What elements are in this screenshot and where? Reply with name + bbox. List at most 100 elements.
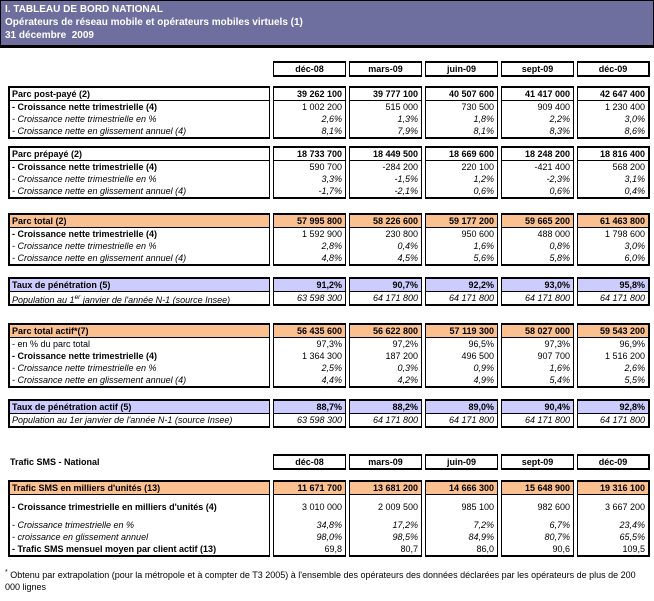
row-label: Parc total (2) [10,215,269,228]
table-cell: 14 666 300 [426,482,497,495]
table-cell: 7,2% [473,520,494,530]
row-label: - Croissance nette trimestrielle (4) [12,229,158,239]
table-cell: 95,8% [578,279,648,292]
table-cell: 23,4% [619,520,645,530]
table-cell: 8,1% [473,126,494,136]
table-cell: 3 010 000 [301,502,342,512]
row-label: Parc post-payé (2) [10,88,269,101]
table-cell: 568 200 [612,162,645,172]
column-header-0: déc-08 [273,454,346,470]
table-cell: -2,3% [546,174,570,184]
row-label: - croissance en glissement annuel [12,532,149,542]
table-cell: 41 417 000 [502,88,573,101]
table-cell: -421 400 [534,162,570,172]
table-cell: 1 592 900 [301,229,342,239]
table-cell: 0,3% [397,363,418,373]
row-label: - Croissance nette trimestrielle (4) [12,102,158,112]
table-parc-total: Parc total (2) - Croissance nette trimest… [8,213,654,266]
table-cell: 56 435 600 [274,325,345,338]
column-header-4: déc-09 [577,61,650,77]
data-column-2: 18 669 600 220 100 1,2% 0,6% [425,146,498,199]
table-cell: 64 171 800 [599,293,645,303]
table-cell: 93,0% [502,279,573,292]
data-column-3: 90,4% 64 171 800 [501,399,574,428]
data-column-2: 57 119 300 96,5% 496 500 0,9% 4,9% [425,323,498,388]
table-cell: 39 777 100 [350,88,421,101]
table-parc-prepaye: Parc prépayé (2) - Croissance nette trime… [8,146,654,199]
table-cell: 39 262 100 [274,88,345,101]
table-cell: 3,1% [624,174,645,184]
column-header-4: déc-09 [577,454,650,470]
table-cell: -2,1% [394,186,418,196]
table-cell: 64 171 800 [599,415,645,425]
data-column-3: 93,0% 64 171 800 [501,277,574,306]
row-label: - Croissance nette trimestrielle en % [12,241,157,251]
data-column-0: 18 733 700 590 700 3,3% -1,7% [273,146,346,199]
table-cell: 15 648 900 [502,482,573,495]
table-cell: 2,6% [624,363,645,373]
data-column-0: 39 262 100 1 002 200 2,6% 8,1% [273,86,346,139]
data-column-0: 56 435 600 97,3% 1 364 300 2,5% 4,4% [273,323,346,388]
data-column-4: 42 647 400 1 230 400 3,0% 8,6% [577,86,650,139]
table-cell: 4,5% [397,253,418,263]
table-cell: 90,6 [552,544,570,554]
table-cell: 2,8% [321,241,342,251]
row-label: Taux de pénétration actif (5) [10,401,269,414]
table-cell: 5,8% [549,253,570,263]
column-header-3: sept-09 [501,61,574,77]
table-cell: 909 400 [537,102,570,112]
table-cell: 220 100 [461,162,494,172]
row-label: - Croissance nette trimestrielle en % [12,174,157,184]
table-cell: 985 100 [461,502,494,512]
table-cell: 96,5% [468,339,494,349]
table-cell: 1,3% [397,114,418,124]
table-cell: 1 230 400 [604,102,645,112]
data-column-4: 61 463 800 1 798 600 3,0% 6,0% [577,213,650,266]
table-cell: 18 449 500 [350,148,421,161]
table-cell: 90,4% [502,401,573,414]
table-cell: 1 002 200 [301,102,342,112]
table-cell: 230 800 [385,229,418,239]
sms-section-label: Trafic SMS - National [10,457,100,467]
data-column-4: 92,8% 64 171 800 [577,399,650,428]
table-cell: 4,9% [473,375,494,385]
data-column-4: 59 543 200 96,9% 1 516 200 2,6% 5,5% [577,323,650,388]
table-cell: 488 000 [537,229,570,239]
row-label: - Croissance nette en glissement annuel … [12,126,187,136]
data-column-2: 92,2% 64 171 800 [425,277,498,306]
table-cell: 8,1% [321,126,342,136]
row-label: Population au 1er janvier de l'année N-1… [12,415,233,425]
table-cell: 96,9% [619,339,645,349]
page-title: I. TABLEAU DE BORD NATIONAL [5,4,163,15]
table-cell: 17,2% [392,520,418,530]
table-cell: 5,5% [624,375,645,385]
data-column-1: 39 777 100 515 000 1,3% 7,9% [349,86,422,139]
data-column-1: 56 622 800 97,2% 187 200 0,3% 4,2% [349,323,422,388]
data-column-2: 89,0% 64 171 800 [425,399,498,428]
table-cell: 0,6% [549,186,570,196]
data-column-0: 57 995 800 1 592 900 2,8% 4,8% [273,213,346,266]
table-cell: 80,7% [544,532,570,542]
page-subtitle: Opérateurs de réseau mobile et opérateur… [5,17,303,28]
column-header-row: déc-08 mars-09 juin-09 sept-09 déc-09 [8,61,654,77]
table-cell: 64 171 800 [524,293,570,303]
data-column-0: 91,2% 63 598 300 [273,277,346,306]
data-column-3: 15 648 900 982 600 6,7% 80,7% 90,6 [501,480,574,557]
table-cell: 5,6% [473,253,494,263]
data-column-4: 95,8% 64 171 800 [577,277,650,306]
table-cell: 7,9% [397,126,418,136]
table-cell: 8,3% [549,126,570,136]
table-cell: 63 598 300 [296,415,342,425]
column-header-2: juin-09 [425,61,498,77]
data-column-3: 59 665 200 488 000 0,8% 5,8% [501,213,574,266]
table-cell: 6,0% [624,253,645,263]
label-column: Parc total actif*(7) - en % du parc total… [8,323,270,388]
label-column: Trafic SMS en milliers d'unités (13) - Cr… [8,480,270,557]
table-cell: 56 622 800 [350,325,421,338]
data-column-4: 19 316 100 3 667 200 23,4% 65,5% 109,5 [577,480,650,557]
row-label: - en % du parc total [12,339,91,349]
table-cell: 57 119 300 [426,325,497,338]
table-cell: 3,0% [624,114,645,124]
table-cell: 3,0% [624,241,645,251]
table-cell: 19 316 100 [578,482,648,495]
